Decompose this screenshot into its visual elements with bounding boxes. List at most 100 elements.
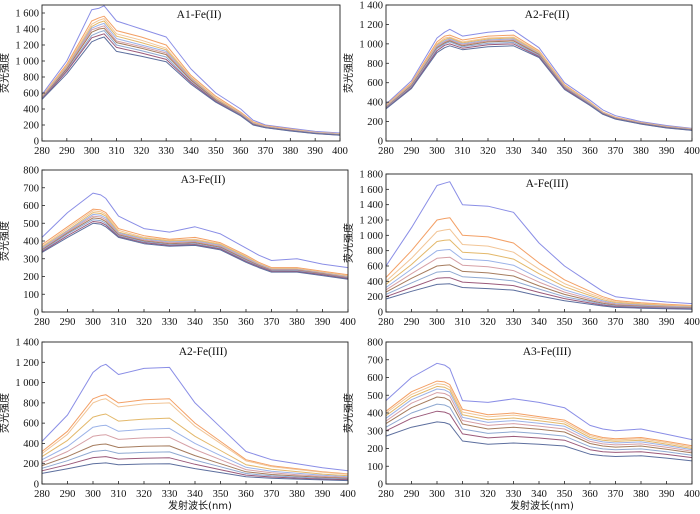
x-tick-label: 280	[378, 317, 394, 328]
series-line-10	[385, 45, 693, 131]
y-tick-label: 300	[367, 426, 383, 437]
y-tick-label: 200	[23, 272, 39, 283]
y-tick-label: 800	[23, 73, 39, 84]
y-tick-label: 800	[367, 59, 383, 70]
x-tick-label: 320	[480, 146, 496, 157]
x-tick-label: 400	[332, 146, 348, 157]
x-tick-label: 340	[183, 146, 199, 157]
x-tick-label: 310	[455, 489, 471, 500]
series-line-5	[41, 424, 349, 478]
x-tick-label: 300	[429, 317, 445, 328]
series-line-7	[385, 396, 693, 454]
x-tick-label: 370	[258, 146, 274, 157]
y-axis-label: 荧光强度	[342, 393, 355, 433]
x-tick-label: 310	[109, 146, 125, 157]
x-tick-label: 340	[187, 317, 203, 328]
x-tick-label: 390	[659, 489, 675, 500]
x-tick-label: 330	[162, 317, 178, 328]
y-tick-label: 0	[34, 137, 39, 148]
chart-panel-1: 280 290 300 310 320 330 340 350 360 370 380 390 400 0…	[0, 4, 348, 157]
series-line-9	[385, 277, 693, 310]
x-tick-label: 290	[60, 489, 76, 500]
y-tick-label: 1 000	[15, 57, 39, 68]
y-tick-label: 600	[23, 201, 39, 212]
x-tick-label: 380	[289, 317, 305, 328]
y-axis-label: 荧光强度	[342, 223, 355, 263]
series-line-2	[385, 217, 693, 306]
y-tick-label: 600	[367, 262, 383, 273]
x-tick-label: 330	[506, 146, 522, 157]
x-tick-label: 290	[404, 489, 420, 500]
x-tick-label: 400	[684, 146, 700, 157]
x-tick-label: 360	[582, 317, 598, 328]
x-tick-label: 290	[404, 317, 420, 328]
x-tick-label: 300	[85, 489, 101, 500]
x-tick-label: 400	[340, 317, 356, 328]
series-line-5	[385, 388, 693, 451]
series-line-6	[41, 434, 349, 479]
series-line-8	[41, 219, 349, 279]
x-tick-label: 370	[264, 489, 280, 500]
x-tick-label: 280	[34, 489, 50, 500]
y-tick-label: 500	[367, 391, 383, 402]
x-tick-label: 340	[531, 146, 547, 157]
x-tick-label: 380	[633, 146, 649, 157]
series-line-6	[385, 392, 693, 452]
y-axis-label: 荧光强度	[0, 221, 11, 261]
y-tick-label: 200	[367, 292, 383, 303]
series-line-8	[41, 449, 349, 480]
panel-title: A3-Fe(II)	[181, 174, 226, 186]
x-tick-label: 300	[85, 317, 101, 328]
y-tick-label: 800	[367, 246, 383, 257]
x-axis-label-right: 发射波长(nm)	[510, 499, 574, 512]
x-tick-label: 320	[136, 489, 152, 500]
y-tick-label: 1 400	[359, 1, 383, 12]
y-tick-label: 1 400	[15, 338, 39, 349]
x-tick-label: 380	[633, 317, 649, 328]
chart-panel-6: 280 290 300 310 320 330 340 350 360 370 380 390 400 0…	[342, 338, 700, 501]
x-tick-label: 370	[608, 146, 624, 157]
y-tick-label: 700	[23, 183, 39, 194]
y-tick-label: 1 000	[15, 378, 39, 389]
y-tick-label: 800	[23, 166, 39, 177]
series-line-10	[41, 36, 341, 136]
x-tick-label: 370	[264, 317, 280, 328]
y-tick-label: 400	[367, 277, 383, 288]
series-line-3	[41, 398, 349, 475]
x-tick-label: 370	[608, 317, 624, 328]
x-tick-label: 330	[506, 317, 522, 328]
y-tick-label: 800	[23, 398, 39, 409]
chart-panel-2: 280 290 300 310 320 330 340 350 360 370 380 390 400 0…	[342, 1, 700, 158]
x-tick-label: 280	[34, 317, 50, 328]
x-tick-label: 340	[187, 489, 203, 500]
y-tick-label: 600	[367, 78, 383, 89]
y-tick-label: 200	[367, 117, 383, 128]
y-tick-label: 0	[34, 480, 39, 491]
x-tick-label: 350	[213, 489, 229, 500]
x-tick-label: 350	[213, 317, 229, 328]
series-line-4	[385, 385, 693, 449]
x-tick-label: 400	[340, 489, 356, 500]
panel-title: A1-Fe(II)	[177, 9, 222, 21]
y-tick-label: 100	[23, 290, 39, 301]
y-tick-label: 600	[23, 89, 39, 100]
x-tick-label: 380	[282, 146, 298, 157]
x-tick-label: 330	[158, 146, 174, 157]
y-tick-label: 600	[367, 373, 383, 384]
x-axis-label-left: 发射波长(nm)	[168, 499, 232, 512]
series-line-7	[385, 264, 693, 309]
x-tick-label: 320	[480, 317, 496, 328]
series-line-1	[385, 28, 693, 129]
x-tick-label: 390	[659, 146, 675, 157]
y-tick-label: 1 400	[15, 25, 39, 36]
x-tick-label: 400	[684, 489, 700, 500]
plot-frame	[41, 4, 341, 142]
series-line-9	[385, 410, 693, 459]
x-tick-label: 300	[429, 489, 445, 500]
panel-title: A2-Fe(II)	[525, 9, 570, 21]
y-tick-label: 400	[23, 105, 39, 116]
y-tick-label: 300	[23, 254, 39, 265]
plot-frame	[385, 4, 693, 142]
y-axis-label: 荧光强度	[0, 53, 11, 93]
